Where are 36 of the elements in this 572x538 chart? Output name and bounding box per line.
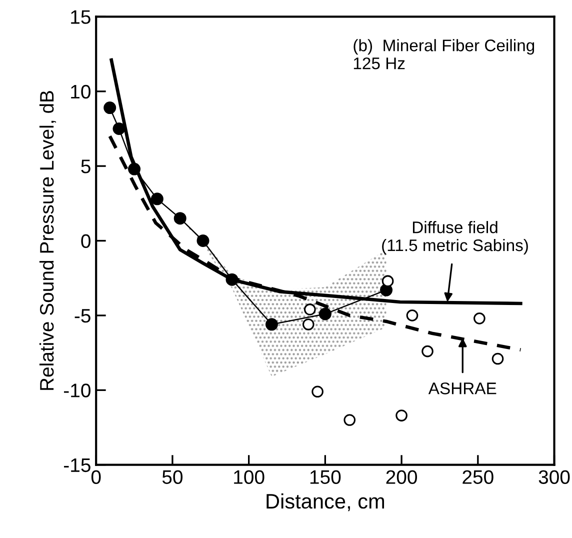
point [265, 318, 278, 331]
x-tick-label: 200 [386, 470, 418, 484]
y-tick-label: -5 [74, 309, 90, 323]
x-tick-label: 150 [310, 470, 341, 484]
x-tick-label: 100 [234, 470, 264, 484]
point [196, 234, 210, 248]
y-tick-label: 10 [71, 84, 90, 99]
point [382, 275, 394, 288]
x-tick-label: 250 [462, 470, 494, 484]
annotation: ASHRAE [428, 382, 496, 394]
x-tick-label: 50 [162, 470, 183, 484]
y-axis-title: Relative Sound Pressure Level, dB [39, 90, 56, 390]
x-axis-title: Distance, cm [266, 493, 384, 512]
y-tick-label: -15 [64, 458, 90, 472]
y-tick-label: -10 [64, 384, 90, 398]
point [150, 192, 164, 206]
point [474, 312, 486, 324]
point [492, 352, 504, 365]
point [112, 122, 126, 135]
point [104, 102, 116, 114]
point [302, 318, 314, 330]
annotation: Diffuse field (11.5 metric Sabins) [382, 221, 528, 255]
point [406, 310, 418, 322]
point [344, 414, 356, 426]
point [304, 304, 316, 316]
annotation: (b) Mineral Fiber Ceiling 125 Hz [354, 39, 534, 70]
point [174, 212, 186, 225]
x-tick-label: 300 [538, 470, 570, 484]
y-tick-label: 0 [81, 234, 90, 248]
point [318, 308, 332, 320]
y-tick-label: 5 [81, 160, 90, 174]
point [422, 345, 434, 358]
point [396, 410, 408, 422]
y-tick-label: 15 [71, 10, 90, 24]
x-tick-label: 0 [91, 470, 101, 484]
point [312, 386, 324, 398]
